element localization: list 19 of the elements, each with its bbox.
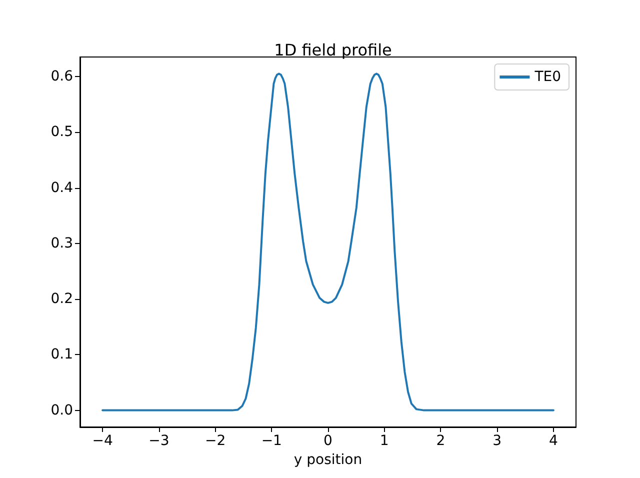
x-tick-label: 4 xyxy=(548,433,558,449)
y-tick-label: 0.4 xyxy=(50,180,74,196)
x-tick-label: −3 xyxy=(148,433,170,449)
legend-label: TE0 xyxy=(534,69,562,85)
x-tick-label: −1 xyxy=(261,433,282,449)
chart-title: 1D field profile xyxy=(274,40,392,60)
y-tick-label: 0.2 xyxy=(50,291,73,308)
x-axis-title: y position xyxy=(294,452,362,468)
x-tick-label: −4 xyxy=(92,433,113,449)
y-tick-label: 0.0 xyxy=(50,402,73,418)
y-tick-label: 0.5 xyxy=(50,124,73,140)
x-tick-label: 3 xyxy=(492,433,502,449)
x-tick-label: 2 xyxy=(436,433,446,449)
x-tick-label: −2 xyxy=(204,433,226,449)
x-tick-label: 0 xyxy=(324,433,332,449)
x-tick-label: 1 xyxy=(380,433,389,449)
y-tick-label: 0.1 xyxy=(50,346,73,363)
y-tick-label: 0.3 xyxy=(50,235,73,252)
y-tick-label: 0.6 xyxy=(50,68,74,84)
